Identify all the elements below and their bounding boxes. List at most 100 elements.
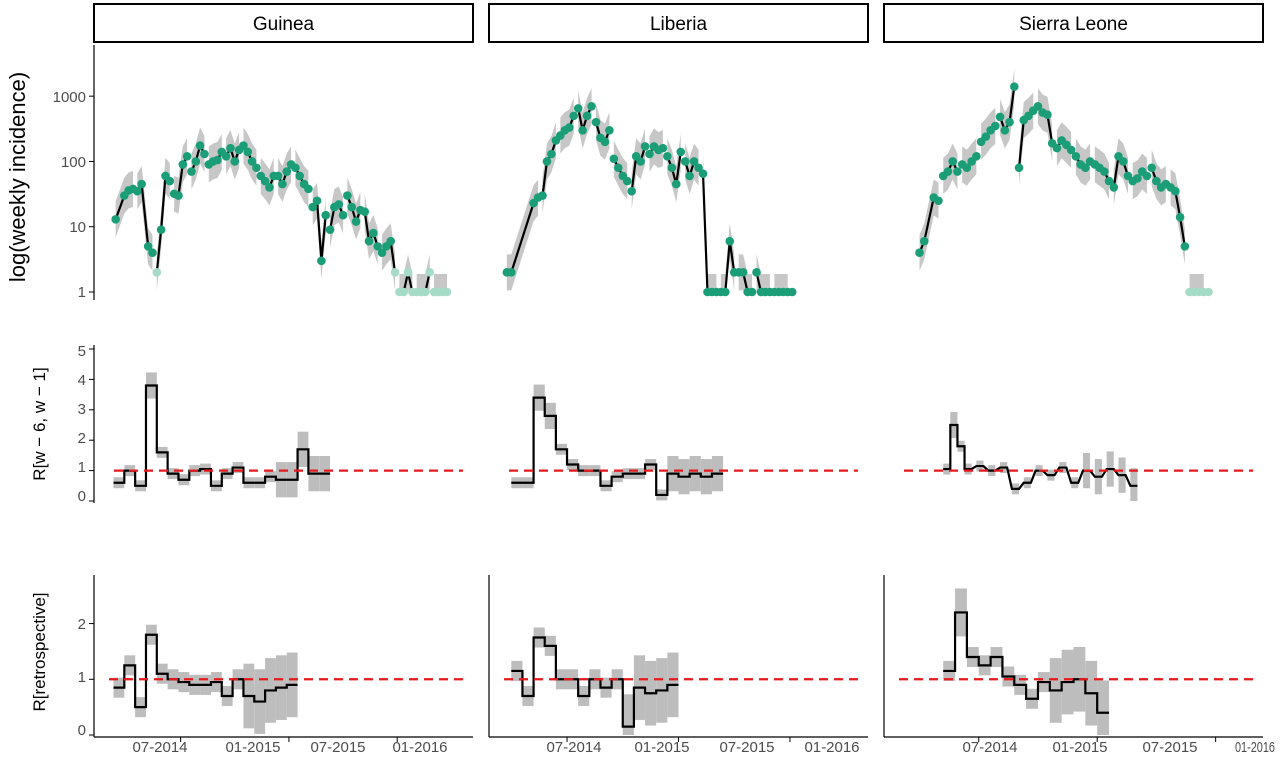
incidence-point [694, 163, 703, 173]
incidence-point [360, 207, 370, 216]
incidence-point [278, 179, 287, 189]
y-tick-2: 2 [78, 430, 86, 447]
incidence-ribbon [156, 157, 170, 291]
incidence-point [578, 125, 587, 135]
x-ticks-liberia: 07-2014 01-2015 07-2015 01-2016 [546, 739, 859, 756]
incidence-point [609, 154, 619, 164]
y-tick-4: 4 [78, 372, 86, 389]
incidence-point [1142, 171, 1152, 181]
incidence-point [1043, 110, 1052, 120]
incidence-point [972, 151, 981, 161]
incidence-point [721, 287, 730, 297]
incidence-point [547, 149, 556, 159]
incidence-point [143, 242, 153, 251]
incidence-point [1175, 212, 1185, 222]
panel-r-window-guinea [89, 345, 463, 503]
incidence-point [317, 256, 326, 266]
incidence-point [506, 268, 516, 277]
y-tick-2c: 2 [78, 616, 86, 633]
incidence-point [685, 171, 694, 181]
x-tick-sl-01-2016: 01-2016 [1235, 739, 1275, 756]
incidence-point [981, 132, 991, 141]
incidence-point [174, 191, 183, 200]
incidence-point [399, 287, 408, 297]
x-ticks-guinea: 07-2014 01-2015 07-2015 01-2016 [132, 739, 447, 756]
incidence-point [915, 248, 924, 257]
incidence-point [1104, 176, 1114, 186]
panel-r-retro-guinea [89, 575, 473, 742]
incidence-point [948, 157, 957, 166]
incidence-point [680, 157, 690, 166]
x-tick-liberia-01-2015: 01-2015 [634, 739, 689, 756]
x-tick-guinea-07-2015: 07-2015 [310, 739, 365, 756]
y-tick-100: 100 [61, 154, 86, 171]
incidence-point [1005, 117, 1014, 127]
incidence-point [953, 167, 962, 176]
incidence-point [386, 236, 396, 246]
incidence-point [156, 225, 166, 235]
incidence-point [325, 225, 335, 235]
x-tick-liberia-07-2014: 07-2014 [546, 739, 601, 756]
incidence-point [243, 147, 253, 157]
x-tick-liberia-01-2016: 01-2016 [804, 739, 859, 756]
incidence-point [312, 196, 322, 206]
incidence-point [373, 242, 383, 251]
incidence-point [321, 210, 331, 220]
incidence-point [421, 287, 430, 297]
strip-label-sierra-leone: Sierra Leone [1019, 14, 1128, 35]
x-tick-sl-07-2014: 07-2014 [962, 739, 1017, 756]
panel-r-window-sierra-leone [904, 411, 1253, 501]
incidence-point [622, 176, 632, 186]
incidence-point [221, 151, 231, 161]
incidence-point [747, 287, 757, 297]
incidence-point [230, 157, 240, 166]
strip-label-liberia: Liberia [650, 14, 707, 35]
incidence-point [627, 186, 636, 196]
incidence-point [239, 141, 248, 150]
incidence-point [442, 287, 452, 297]
incidence-point [165, 176, 175, 186]
x-tick-guinea-07-2014: 07-2014 [132, 739, 187, 756]
x-tick-sl-07-2015: 07-2015 [1142, 739, 1197, 756]
incidence-point [133, 186, 142, 196]
incidence-point [636, 157, 645, 166]
incidence-point [787, 287, 797, 297]
incidence-ribbon [919, 179, 939, 271]
incidence-point [390, 268, 400, 277]
y-axis-title-r-window: R[w − 6, w − 1] [30, 367, 49, 480]
incidence-point [1000, 125, 1010, 135]
incidence-point [645, 149, 654, 159]
incidence-point [564, 123, 574, 132]
y-tick-0: 0 [78, 488, 86, 505]
incidence-point [247, 157, 257, 166]
r-window-step-line [511, 396, 724, 497]
y-tick-5: 5 [78, 343, 86, 360]
incidence-point [403, 268, 413, 277]
incidence-point [538, 191, 547, 200]
strip-sierra-leone: Sierra Leone [883, 3, 1264, 43]
x-tick-liberia-07-2015: 07-2015 [719, 739, 774, 756]
panel-r-retro-sierra-leone [883, 575, 1263, 742]
incidence-fit-line [190, 142, 206, 172]
panel-r-retro-liberia [488, 575, 868, 742]
incidence-point [573, 104, 583, 113]
incidence-point [725, 236, 735, 246]
panel-incidence-guinea [89, 45, 452, 300]
y-tick-1: 1 [78, 284, 86, 301]
x-tick-guinea-01-2016: 01-2016 [392, 739, 447, 756]
incidence-point [1099, 167, 1109, 176]
incidence-fit-line [666, 151, 682, 185]
incidence-point [600, 137, 610, 147]
incidence-point [1152, 176, 1161, 186]
incidence-point [338, 210, 348, 220]
incidence-fit-line [225, 145, 241, 165]
incidence-point [1014, 163, 1024, 173]
incidence-point [213, 155, 222, 165]
incidence-point [343, 191, 352, 200]
incidence-point [252, 163, 261, 173]
incidence-point [191, 157, 201, 166]
incidence-point [1109, 183, 1119, 192]
incidence-point [1133, 174, 1142, 183]
r-retro-ribbon [622, 694, 634, 735]
incidence-point [282, 167, 292, 176]
